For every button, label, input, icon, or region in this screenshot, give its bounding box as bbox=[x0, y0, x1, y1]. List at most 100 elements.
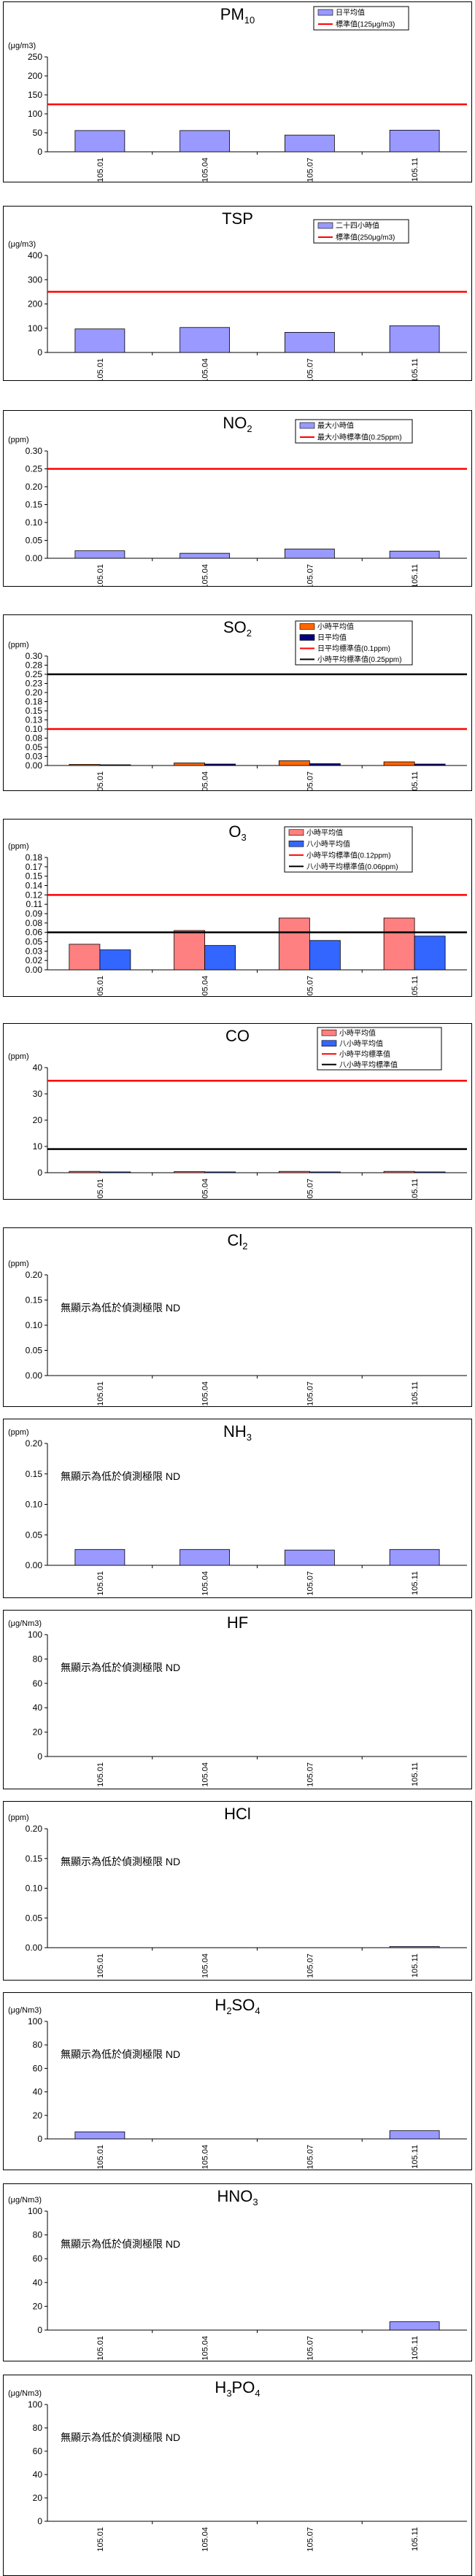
y-tick-label: 0.30 bbox=[26, 651, 43, 661]
x-tick-label: 105.07 bbox=[306, 2336, 314, 2361]
legend-box bbox=[284, 826, 413, 873]
bar-tsp-s0-c2 bbox=[284, 332, 335, 353]
chart-panel-nh3: NH3 (ppm) 0.00 0.05 0.10 0.15 0.20 105.01 105.04… bbox=[3, 1419, 472, 1598]
x-tick-label: 105.07 bbox=[306, 158, 314, 182]
legend-swatch bbox=[317, 222, 333, 229]
y-tick-label: 100 bbox=[28, 323, 42, 333]
legend-label: 小時平均值 bbox=[317, 622, 354, 631]
y-tick-label: 0.05 bbox=[26, 937, 43, 947]
x-tick-label: 105.01 bbox=[96, 358, 105, 380]
legend-label: 標準值(250μg/m3) bbox=[336, 233, 395, 242]
y-unit-label: (μg/m3) bbox=[8, 240, 36, 249]
x-tick-label: 105.04 bbox=[201, 1381, 210, 1406]
y-unit-label: (μg/Nm3) bbox=[8, 2006, 42, 2015]
y-tick-label: 40 bbox=[33, 2278, 43, 2288]
y-tick-label: 60 bbox=[33, 2446, 43, 2456]
x-tick-label: 105.01 bbox=[96, 1571, 105, 1596]
x-tick-label: 105.11 bbox=[411, 1571, 420, 1595]
bar-o3-s0-c3 bbox=[383, 917, 415, 971]
nd-note: 無顯示為低於偵測極限 ND bbox=[61, 1662, 180, 1673]
bar-co-s0-c1 bbox=[174, 1171, 206, 1173]
x-tick-label: 105.11 bbox=[411, 1381, 420, 1405]
y-tick-label: 0.15 bbox=[26, 1469, 43, 1479]
chart-panel-no2: NO2 (ppm) 0.00 0.05 0.10 0.15 0.20 0.25 0.30 105.… bbox=[3, 410, 472, 587]
y-tick-label: 0.02 bbox=[26, 955, 43, 965]
y-unit-label: (ppm) bbox=[8, 1260, 29, 1268]
legend-label: 最大小時標準值(0.25ppm) bbox=[317, 433, 402, 442]
legend-label: 二十四小時值 bbox=[336, 221, 379, 231]
bar-so2-s1-c0 bbox=[99, 764, 131, 766]
x-tick-label: 105.11 bbox=[411, 2145, 420, 2169]
nd-note: 無顯示為低於偵測極限 ND bbox=[61, 2432, 180, 2443]
bar-h2so4-s0-c3 bbox=[389, 2130, 440, 2140]
chart-panel-hcl: HCl (ppm) 0.00 0.05 0.10 0.15 0.20 105.01 105.04… bbox=[3, 1801, 472, 1981]
bar-so2-s0-c2 bbox=[278, 760, 310, 766]
nd-note: 無顯示為低於偵測極限 ND bbox=[61, 1302, 180, 1314]
y-tick-label: 0.05 bbox=[26, 742, 43, 752]
y-tick-label: 0.23 bbox=[26, 679, 43, 689]
y-unit-label: (ppm) bbox=[8, 1052, 29, 1061]
bar-pm10-s0-c1 bbox=[179, 130, 231, 153]
y-tick-label: 0.05 bbox=[26, 1346, 43, 1356]
x-tick-label: 105.04 bbox=[201, 1954, 210, 1978]
y-tick-label: 0.10 bbox=[26, 1500, 43, 1510]
bar-hno3-s0-c3 bbox=[389, 2321, 440, 2331]
chart-svg-pm10: PM10 (μg/m3) 0 50 100 150 200 250 105.01 105.04 10… bbox=[8, 5, 467, 182]
y-tick-label: 0.20 bbox=[26, 482, 43, 492]
x-tick-label: 105.11 bbox=[411, 2336, 420, 2360]
bar-o3-s0-c0 bbox=[69, 944, 101, 971]
y-tick-label: 300 bbox=[28, 274, 42, 285]
chart-title: TSP bbox=[222, 209, 253, 228]
chart-svg-cl2: Cl2 (ppm) 0.00 0.05 0.10 0.15 0.20 105.01 105.04… bbox=[8, 1231, 467, 1406]
y-tick-label: 40 bbox=[33, 1063, 43, 1073]
bar-o3-s1-c2 bbox=[309, 940, 341, 971]
x-tick-label: 105.11 bbox=[411, 358, 420, 380]
bar-co-s0-c0 bbox=[69, 1171, 101, 1173]
x-tick-label: 105.07 bbox=[306, 358, 314, 380]
legend-label: 八小時平均值 bbox=[306, 839, 350, 849]
bar-co-s1-c3 bbox=[414, 1171, 446, 1173]
chart-title: NH3 bbox=[223, 1422, 252, 1443]
x-tick-label: 105.04 bbox=[201, 564, 210, 586]
y-tick-label: 0.03 bbox=[26, 946, 43, 956]
bar-pm10-s0-c0 bbox=[74, 130, 125, 153]
legend-swatch bbox=[299, 422, 315, 429]
legend-swatch bbox=[299, 634, 315, 641]
y-unit-label: (ppm) bbox=[8, 641, 29, 649]
bar-tsp-s0-c3 bbox=[389, 325, 440, 353]
y-tick-label: 40 bbox=[33, 2469, 43, 2480]
y-tick-label: 0.25 bbox=[26, 669, 43, 679]
chart-panel-h3po4: H3PO4 (μg/Nm3) 0 20 40 60 80 100 105.01 105.04 105… bbox=[3, 2375, 472, 2576]
chart-title: HCl bbox=[224, 1805, 251, 1823]
chart-title: O3 bbox=[228, 822, 246, 843]
y-tick-label: 30 bbox=[33, 1089, 43, 1099]
chart-title: H3PO4 bbox=[215, 2378, 260, 2399]
nd-note: 無顯示為低於偵測極限 ND bbox=[61, 2048, 180, 2060]
y-tick-label: 60 bbox=[33, 2063, 43, 2073]
x-tick-label: 105.04 bbox=[201, 2145, 210, 2170]
y-tick-label: 0.12 bbox=[26, 890, 43, 900]
bar-tsp-s0-c0 bbox=[74, 328, 125, 353]
legend-label: 日平均標準值(0.1ppm) bbox=[317, 644, 390, 653]
x-tick-label: 105.11 bbox=[411, 1762, 420, 1786]
y-tick-label: 0 bbox=[37, 1751, 42, 1762]
x-tick-label: 105.07 bbox=[306, 1571, 314, 1596]
x-tick-label: 105.07 bbox=[306, 2527, 314, 2552]
chart-svg-h2so4: H2SO4 (μg/Nm3) 0 20 40 60 80 100 105.01 105.04 105… bbox=[8, 1996, 467, 2170]
y-tick-label: 0 bbox=[37, 347, 42, 358]
y-tick-label: 0.10 bbox=[26, 724, 43, 734]
y-tick-label: 20 bbox=[33, 2301, 43, 2311]
bar-nh3-s0-c2 bbox=[284, 1549, 335, 1566]
legend-label: 日平均值 bbox=[317, 633, 347, 642]
x-tick-label: 105.01 bbox=[96, 158, 105, 182]
nd-note: 無顯示為低於偵測極限 ND bbox=[61, 1856, 180, 1867]
y-tick-label: 0.09 bbox=[26, 909, 43, 919]
y-tick-label: 0.08 bbox=[26, 918, 43, 928]
bar-no2-s0-c2 bbox=[284, 548, 335, 559]
y-unit-label: (μg/Nm3) bbox=[8, 2389, 42, 2398]
chart-svg-nh3: NH3 (ppm) 0.00 0.05 0.10 0.15 0.20 105.01 105.04… bbox=[8, 1422, 467, 1596]
bar-co-s1-c0 bbox=[99, 1171, 131, 1173]
bar-no2-s0-c1 bbox=[179, 552, 231, 559]
chart-svg-o3: O3(ppm)0.000.020.030.050.060.080.090.110… bbox=[8, 822, 467, 996]
y-tick-label: 0.06 bbox=[26, 928, 43, 938]
